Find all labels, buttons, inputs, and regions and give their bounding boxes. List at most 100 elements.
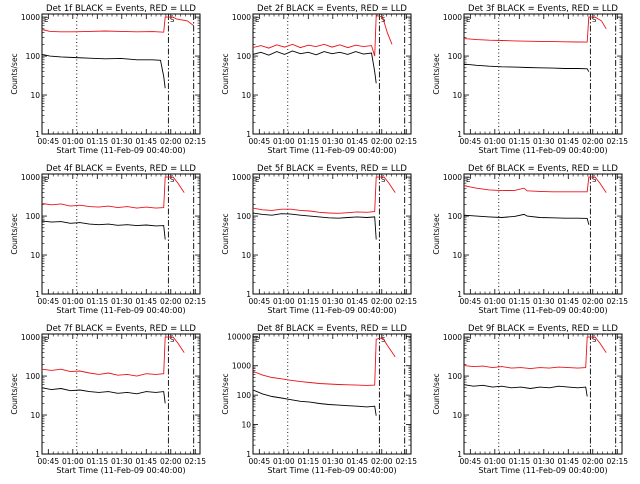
x-axis-label: Start Time (11-Feb-09 00:40:00) — [56, 306, 185, 315]
x-tick-label: 01:15 — [508, 137, 530, 146]
x-tick-label: 01:00 — [62, 457, 84, 466]
y-tick-label: 10 — [452, 251, 462, 260]
y-tick-label: 100 — [237, 391, 252, 400]
plot-title: Det 7f BLACK = Events, RED = LLD — [46, 324, 196, 334]
y-tick-label: 100 — [448, 372, 463, 381]
y-axis-label: Counts/sec — [10, 373, 19, 414]
x-tick-label: 02:15 — [184, 297, 206, 306]
lld-series-line — [464, 176, 607, 193]
plot-frame — [252, 333, 412, 455]
x-tick-label: 01:45 — [557, 137, 579, 146]
x-tick-label: 02:00 — [582, 137, 604, 146]
x-tick-label: 02:15 — [606, 137, 628, 146]
flag-glyph: E — [466, 336, 470, 344]
x-tick-label: 01:00 — [62, 297, 84, 306]
lld-series-line — [42, 336, 185, 377]
x-axis-label: Start Time (11-Feb-09 00:40:00) — [478, 306, 607, 315]
flag-glyph: E — [44, 336, 48, 344]
y-tick-label: 100 — [237, 52, 252, 61]
x-axis-label: Start Time (11-Feb-09 00:40:00) — [56, 466, 185, 475]
y-tick-label: 1 — [246, 290, 251, 299]
detector-plot-7: Det 7f BLACK = Events, RED = LLD 1 10 100 10… — [10, 324, 206, 475]
y-tick-label: 100 — [448, 212, 463, 221]
y-tick-label: 10 — [452, 91, 462, 100]
lld-series-line — [253, 176, 396, 214]
x-axis-label: Start Time (11-Feb-09 00:40:00) — [56, 146, 185, 155]
x-axis-label: Start Time (11-Feb-09 00:40:00) — [478, 146, 607, 155]
events-series-line — [464, 384, 588, 397]
x-tick-label: 00:45 — [38, 457, 60, 466]
lld-series-line — [42, 176, 185, 209]
x-axis-label: Start Time (11-Feb-09 00:40:00) — [267, 146, 396, 155]
y-tick-label: 1000 — [232, 362, 251, 371]
y-axis-label: Counts/sec — [221, 213, 230, 254]
x-axis-label: Start Time (11-Feb-09 00:40:00) — [267, 466, 396, 475]
plot-title: Det 8f BLACK = Events, RED = LLD — [257, 324, 407, 334]
y-axis-label: Counts/sec — [10, 213, 19, 254]
plot-title: Det 5f BLACK = Events, RED = LLD — [257, 164, 407, 174]
flag-glyph: E — [44, 176, 48, 184]
flag-glyph: Ŝ — [381, 175, 386, 184]
x-tick-label: 01:15 — [508, 457, 530, 466]
lld-series-line — [253, 337, 396, 386]
flag-glyph: Ŝ — [592, 175, 597, 184]
y-tick-label: 1000 — [443, 333, 462, 342]
x-tick-label: 01:30 — [322, 297, 344, 306]
y-tick-label: 1000 — [232, 13, 251, 22]
y-tick-label: 100 — [26, 212, 41, 221]
x-tick-label: 01:30 — [533, 297, 555, 306]
detector-plot-8: Det 8f BLACK = Events, RED = LLD 1 10 100 10… — [221, 324, 417, 475]
y-tick-label: 10 — [30, 251, 40, 260]
y-tick-label: 10 — [241, 421, 251, 430]
flag-glyph: Ŝ — [170, 175, 175, 184]
x-tick-label: 01:45 — [346, 137, 368, 146]
x-tick-label: 02:00 — [160, 137, 182, 146]
y-axis-label: Counts/sec — [432, 373, 441, 414]
lld-series-line — [42, 16, 194, 33]
plot-frame — [252, 13, 412, 135]
flag-glyph: E — [255, 16, 259, 24]
flag-glyph: E — [255, 176, 259, 184]
y-tick-label: 10 — [30, 411, 40, 420]
y-tick-label: 100 — [26, 372, 41, 381]
events-series-line — [42, 53, 166, 89]
plot-frame — [41, 13, 201, 135]
x-tick-label: 01:15 — [297, 457, 319, 466]
y-tick-label: 1 — [457, 450, 462, 459]
events-series-line — [42, 220, 166, 240]
plot-title: Det 9f BLACK = Events, RED = LLD — [468, 324, 618, 334]
detector-plot-6: Det 6f BLACK = Events, RED = LLD 1 10 100 10… — [432, 164, 628, 315]
y-tick-label: 10 — [30, 91, 40, 100]
x-tick-label: 02:00 — [582, 297, 604, 306]
x-tick-label: 00:45 — [38, 137, 60, 146]
plot-frame — [463, 13, 623, 135]
x-tick-label: 01:45 — [557, 297, 579, 306]
x-tick-label: 01:15 — [508, 297, 530, 306]
y-tick-label: 10 — [452, 411, 462, 420]
x-tick-label: 02:15 — [606, 457, 628, 466]
flag-glyph: Ŝ — [170, 335, 175, 344]
y-tick-label: 10000 — [227, 332, 251, 341]
x-tick-label: 00:45 — [38, 297, 60, 306]
x-tick-label: 01:00 — [484, 137, 506, 146]
plot-title: Det 4f BLACK = Events, RED = LLD — [46, 164, 196, 174]
plot-frame — [463, 173, 623, 295]
x-tick-label: 01:45 — [135, 297, 157, 306]
x-tick-label: 01:00 — [273, 137, 295, 146]
flag-glyph: E — [255, 336, 259, 344]
x-tick-label: 01:00 — [484, 297, 506, 306]
x-tick-label: 02:15 — [184, 137, 206, 146]
plot-frame — [41, 173, 201, 295]
x-axis-label: Start Time (11-Feb-09 00:40:00) — [267, 306, 396, 315]
flag-glyph: E — [466, 16, 470, 24]
x-tick-label: 01:30 — [533, 457, 555, 466]
detector-plot-3: Det 3f BLACK = Events, RED = LLD 1 10 100 10… — [432, 4, 628, 155]
x-tick-label: 02:15 — [395, 457, 417, 466]
plot-frame — [463, 333, 623, 455]
y-tick-label: 1 — [457, 290, 462, 299]
x-tick-label: 00:45 — [460, 297, 482, 306]
x-tick-label: 00:45 — [460, 137, 482, 146]
x-tick-label: 01:15 — [86, 457, 108, 466]
x-tick-label: 01:15 — [86, 137, 108, 146]
